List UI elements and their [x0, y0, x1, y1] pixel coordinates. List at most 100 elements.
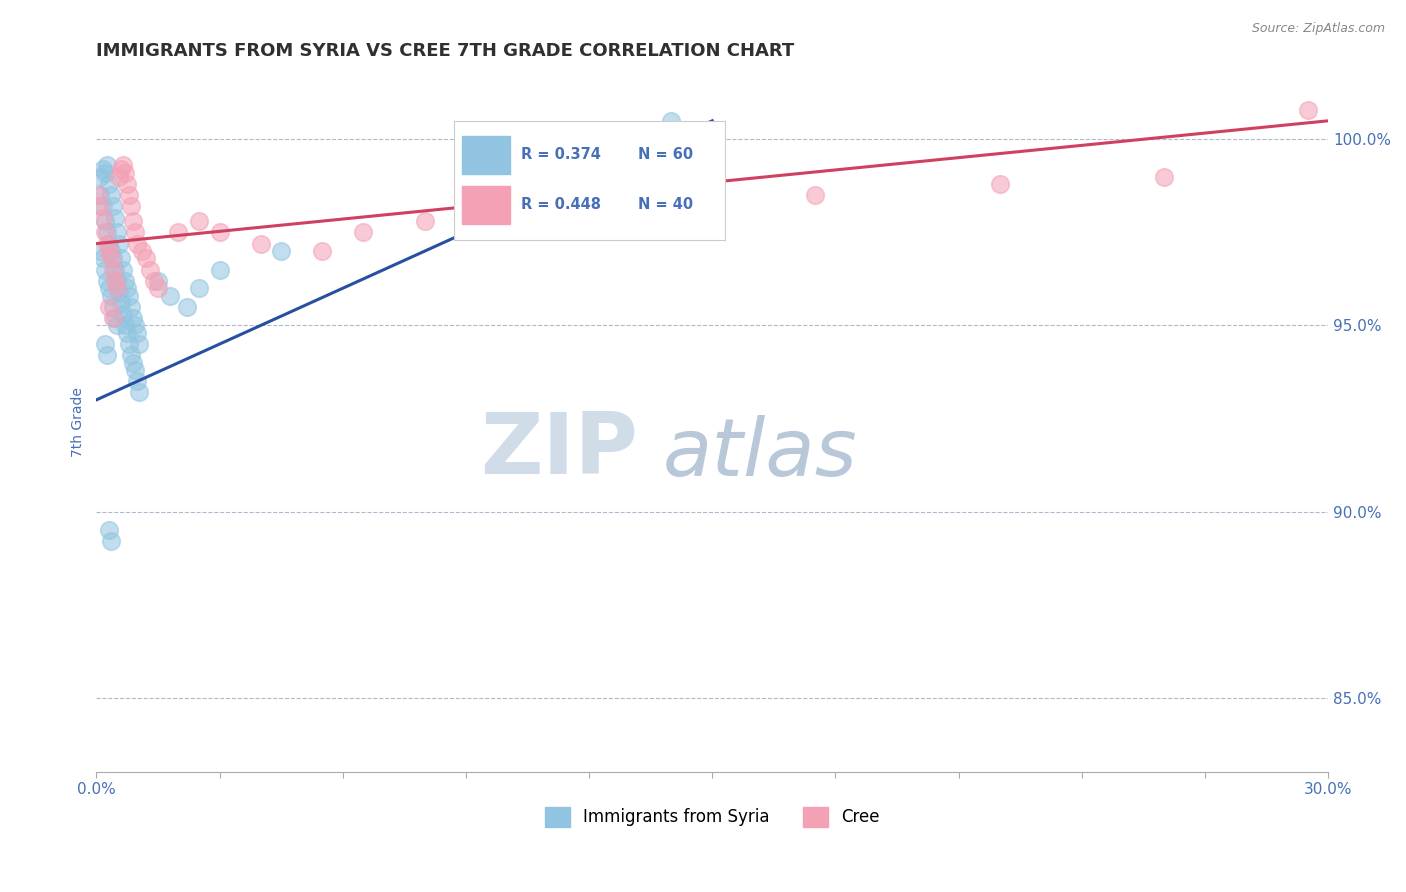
Point — [104, 311, 127, 326]
Point — [97, 236, 120, 251]
Point — [135, 252, 157, 266]
Text: Source: ZipAtlas.com: Source: ZipAtlas.com — [1251, 22, 1385, 36]
Point — [115, 177, 138, 191]
Point — [101, 252, 124, 266]
Point — [988, 177, 1011, 191]
Point — [96, 158, 118, 172]
Point — [93, 166, 115, 180]
Point — [101, 199, 124, 213]
Point — [112, 158, 135, 172]
Point — [101, 300, 124, 314]
Point — [110, 162, 132, 177]
Point — [120, 199, 142, 213]
Point — [120, 348, 142, 362]
Point — [1153, 169, 1175, 184]
Point — [176, 300, 198, 314]
Point — [105, 226, 128, 240]
Point — [120, 300, 142, 314]
Point — [97, 523, 120, 537]
Point — [108, 236, 131, 251]
Point — [105, 281, 128, 295]
Point — [118, 337, 141, 351]
Point — [115, 326, 138, 340]
Point — [96, 236, 118, 251]
Point — [188, 281, 211, 295]
Point — [208, 226, 231, 240]
Point — [96, 226, 118, 240]
Point — [93, 226, 115, 240]
Point — [124, 363, 146, 377]
Text: atlas: atlas — [664, 415, 858, 492]
Point — [208, 262, 231, 277]
Point — [100, 244, 122, 258]
Point — [114, 166, 136, 180]
Point — [114, 318, 136, 333]
Point — [97, 300, 120, 314]
Point — [124, 318, 146, 333]
Point — [146, 281, 169, 295]
Point — [93, 214, 115, 228]
Y-axis label: 7th Grade: 7th Grade — [72, 387, 86, 458]
Point — [89, 199, 111, 213]
Point — [105, 274, 128, 288]
Point — [127, 236, 149, 251]
Point — [159, 289, 181, 303]
Point — [89, 188, 111, 202]
Point — [138, 262, 160, 277]
Point — [96, 274, 118, 288]
Point — [89, 244, 111, 258]
Point — [131, 244, 153, 258]
Point — [804, 188, 827, 202]
Point — [127, 326, 149, 340]
Point — [1296, 103, 1319, 117]
Text: IMMIGRANTS FROM SYRIA VS CREE 7TH GRADE CORRELATION CHART: IMMIGRANTS FROM SYRIA VS CREE 7TH GRADE … — [97, 42, 794, 60]
Point — [110, 296, 132, 310]
Point — [112, 262, 135, 277]
Point — [91, 162, 114, 177]
Point — [108, 285, 131, 299]
Point — [311, 244, 333, 258]
Point — [142, 274, 165, 288]
Point — [100, 534, 122, 549]
Point — [89, 169, 111, 184]
Point — [122, 311, 145, 326]
Point — [167, 226, 190, 240]
Point — [249, 236, 271, 251]
Point — [97, 244, 120, 258]
Point — [413, 214, 436, 228]
Point — [104, 262, 127, 277]
Point — [112, 307, 135, 321]
Point — [97, 177, 120, 191]
Point — [104, 211, 127, 225]
Point — [114, 274, 136, 288]
Point — [101, 262, 124, 277]
Point — [87, 188, 110, 202]
Point — [128, 337, 150, 351]
Point — [352, 226, 374, 240]
Text: ZIP: ZIP — [481, 409, 638, 491]
Point — [118, 289, 141, 303]
Point — [188, 214, 211, 228]
Point — [91, 211, 114, 225]
Point — [127, 374, 149, 388]
Point — [101, 311, 124, 326]
Point — [97, 281, 120, 295]
Point — [91, 199, 114, 213]
Point — [270, 244, 292, 258]
Point — [93, 337, 115, 351]
Point — [659, 113, 682, 128]
Point — [110, 252, 132, 266]
Point — [108, 169, 131, 184]
Point — [146, 274, 169, 288]
Point — [100, 252, 122, 266]
Point — [100, 289, 122, 303]
Legend: Immigrants from Syria, Cree: Immigrants from Syria, Cree — [538, 800, 886, 834]
Point — [659, 199, 682, 213]
Point — [104, 274, 127, 288]
Point — [128, 385, 150, 400]
Point — [118, 188, 141, 202]
Point — [91, 252, 114, 266]
Point — [105, 318, 128, 333]
Point — [496, 207, 519, 221]
Point — [122, 356, 145, 370]
